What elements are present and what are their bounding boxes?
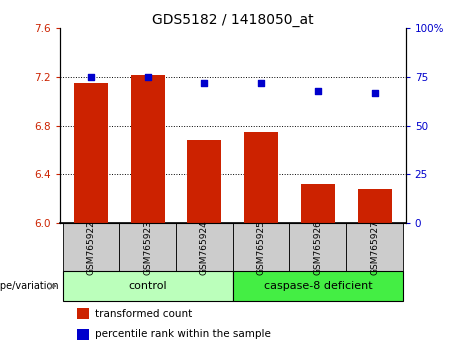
Bar [346, 223, 403, 271]
Bar [301, 184, 335, 223]
Point [88, 74, 95, 80]
Point [144, 74, 152, 80]
Point [371, 90, 378, 95]
Text: GSM765927: GSM765927 [370, 220, 379, 275]
Text: GSM765925: GSM765925 [257, 220, 266, 275]
Text: percentile rank within the sample: percentile rank within the sample [95, 329, 271, 339]
Bar [188, 140, 221, 223]
Point [201, 80, 208, 86]
Bar [244, 132, 278, 223]
Text: GSM765926: GSM765926 [313, 220, 322, 275]
Bar [74, 83, 108, 223]
Text: GSM765923: GSM765923 [143, 220, 152, 275]
Bar [119, 223, 176, 271]
Bar [77, 329, 89, 340]
Bar [176, 223, 233, 271]
Bar [77, 308, 89, 319]
Text: caspase-8 deficient: caspase-8 deficient [264, 281, 372, 291]
Text: control: control [129, 281, 167, 291]
Bar [63, 271, 233, 301]
Text: transformed count: transformed count [95, 309, 192, 319]
Text: genotype/variation: genotype/variation [0, 281, 59, 291]
Bar [63, 223, 119, 271]
Text: GSM765924: GSM765924 [200, 220, 209, 275]
Point [257, 80, 265, 86]
Bar [233, 271, 403, 301]
Bar [233, 223, 290, 271]
Text: GSM765922: GSM765922 [87, 220, 95, 275]
Bar [131, 75, 165, 223]
Point [314, 88, 321, 93]
Bar [290, 223, 346, 271]
Bar [357, 189, 391, 223]
Title: GDS5182 / 1418050_at: GDS5182 / 1418050_at [152, 13, 313, 27]
